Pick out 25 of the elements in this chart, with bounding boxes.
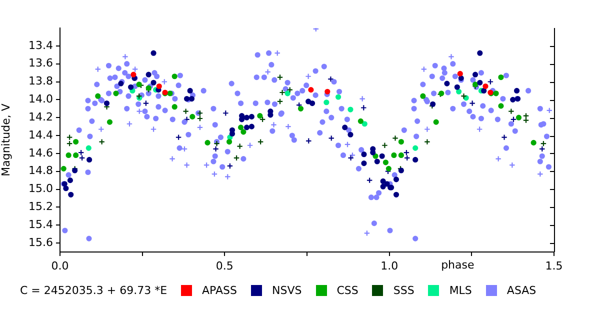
y-tick-label: 15.6 [28, 236, 53, 249]
y-tick-label: 14.6 [28, 146, 53, 160]
y-tick-label: 14.2 [28, 110, 53, 124]
legend-label: APASS [202, 284, 237, 297]
x-axis-title: phase [441, 258, 474, 272]
legend-label: SSS [393, 284, 414, 297]
y-tick-label: 13.6 [28, 56, 53, 70]
y-tick-label: 15.2 [28, 200, 53, 214]
y-tick-label: 15.0 [28, 182, 53, 196]
x-tick-label: 1.5 [545, 259, 563, 272]
legend-label: ASAS [506, 284, 536, 297]
y-tick-label: 14.4 [28, 128, 53, 142]
y-tick-label: 13.4 [28, 38, 53, 52]
x-tick-label: 0.0 [51, 259, 69, 272]
y-tick-label: 15.4 [28, 218, 53, 231]
legend-label: CSS [336, 284, 358, 297]
x-tick-label: 0.5 [216, 259, 234, 272]
y-axis-title: Magnitude, V [0, 103, 12, 176]
y-tick-label: 13.8 [28, 74, 53, 88]
legend-label: MLS [449, 284, 472, 297]
x-tick-label: 1.0 [380, 259, 398, 272]
legend-label: NSVS [272, 284, 302, 297]
y-tick-label: 14.8 [28, 164, 53, 178]
text: C = 2452035.3 + 69.73 *E [20, 284, 168, 297]
y-tick-label: 14.0 [28, 92, 53, 106]
